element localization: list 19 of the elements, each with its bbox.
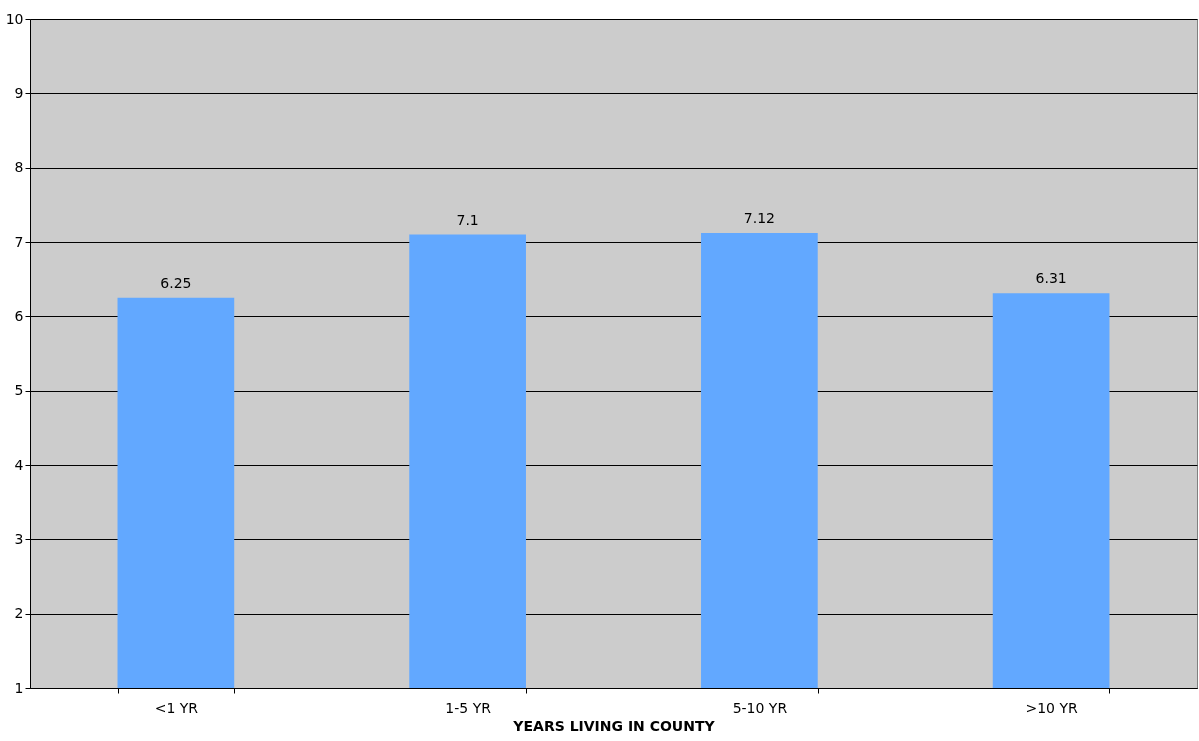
x-tick-label: 5-10 YR [732,699,788,716]
x-tick-label: >10 YR [1025,699,1079,716]
data-label: 6.25 [160,274,192,291]
y-tick-label: 9 [14,84,24,101]
data-label: 7.1 [456,211,479,228]
data-label: 7.12 [743,210,775,227]
y-tick-label: 5 [14,382,24,399]
y-tick-label: 2 [14,605,24,622]
y-tick-label: 6 [14,307,24,324]
x-axis-title: YEARS LIVING IN COUNTY [512,717,716,734]
x-tick-label: <1 YR [154,699,199,716]
y-tick-label: 3 [14,530,24,547]
y-tick-label: 4 [14,456,24,473]
y-tick-label: 7 [14,233,24,250]
data-label: 6.31 [1035,270,1067,287]
y-tick-label: 8 [14,159,24,176]
x-tick-label: 1-5 YR [445,699,492,716]
y-tick-label: 10 [5,10,24,27]
y-tick-label: 1 [14,679,24,696]
